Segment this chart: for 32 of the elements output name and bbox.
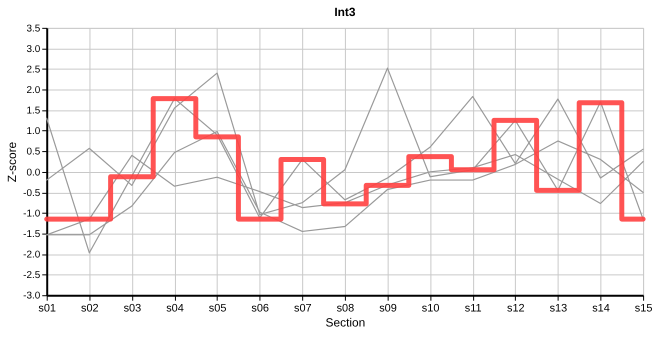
y-tick-label: -1.5 [23, 229, 41, 240]
x-tick-label: s15 [634, 302, 652, 315]
x-tick-label: s07 [294, 302, 312, 315]
y-tick-label: 0.0 [26, 167, 41, 178]
y-tick-label: -2.0 [23, 250, 41, 261]
x-tick-label: s11 [464, 302, 482, 315]
x-tick-label: s08 [336, 302, 354, 315]
y-tick-label: -0.5 [23, 188, 41, 199]
y-tick-label: -1.0 [23, 208, 41, 220]
y-tick-label: 1.0 [26, 126, 41, 138]
x-tick-label: s14 [592, 302, 610, 315]
x-tick-label: s01 [38, 302, 56, 315]
y-tick-label: 0.5 [26, 146, 41, 158]
y-tick-label: 3.0 [26, 44, 41, 55]
x-tick-label: s04 [166, 302, 184, 315]
x-tick-label: s05 [208, 302, 226, 315]
y-axis-title: Z-score [5, 141, 20, 182]
y-tick-label: -3.0 [23, 290, 41, 302]
chart-title: Int3 [334, 4, 356, 19]
x-tick-label: s13 [550, 302, 568, 315]
x-tick-label: s10 [422, 302, 440, 315]
x-axis-title: Section [326, 316, 366, 330]
y-tick-label: 2.0 [26, 85, 41, 96]
y-tick-label: -2.5 [23, 270, 41, 282]
y-tick-label: 2.5 [26, 64, 41, 76]
x-tick-label: s06 [251, 302, 270, 315]
y-tick-label: 1.5 [26, 106, 41, 117]
x-tick-label: s02 [81, 302, 99, 315]
y-tick-label: 3.5 [26, 23, 41, 34]
x-tick-label: s03 [124, 302, 142, 315]
x-tick-label: s12 [506, 302, 525, 315]
x-tick-label: s09 [379, 302, 397, 315]
